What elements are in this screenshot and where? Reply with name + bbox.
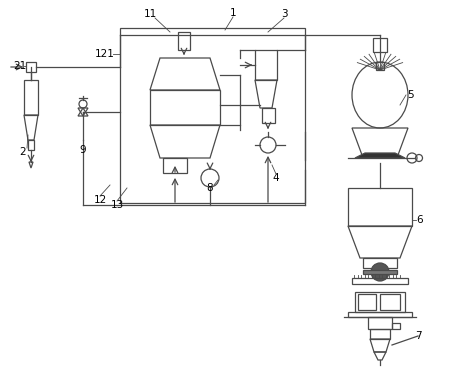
Text: 12: 12 [94, 195, 106, 205]
Text: 6: 6 [417, 215, 423, 225]
Bar [178, 32, 190, 50]
Bar [380, 294, 400, 310]
Bar [392, 323, 400, 329]
Bar [352, 278, 408, 284]
Bar [373, 38, 387, 52]
Bar [150, 90, 220, 125]
Text: 11: 11 [143, 9, 157, 19]
Text: 8: 8 [207, 183, 213, 193]
Circle shape [371, 263, 389, 281]
Bar [348, 312, 412, 317]
Text: 13: 13 [110, 200, 124, 210]
Bar [363, 270, 397, 274]
Bar [358, 294, 376, 310]
Text: 5: 5 [407, 90, 414, 100]
Bar [355, 292, 405, 312]
Bar [363, 258, 397, 268]
Bar [163, 158, 187, 173]
Bar [376, 62, 384, 70]
Bar [368, 317, 392, 329]
Bar [26, 62, 36, 72]
Bar [28, 140, 34, 150]
Text: 9: 9 [80, 145, 86, 155]
Text: 2: 2 [20, 147, 26, 157]
Text: 3: 3 [281, 9, 287, 19]
Bar [120, 28, 305, 203]
Text: 1: 1 [230, 8, 236, 18]
Bar [348, 188, 412, 226]
Bar [370, 329, 390, 339]
Bar [255, 50, 277, 80]
Bar [24, 80, 38, 115]
Text: 121: 121 [95, 49, 115, 59]
Text: 4: 4 [273, 173, 279, 183]
Text: 7: 7 [415, 331, 421, 341]
Polygon shape [355, 153, 405, 158]
Bar [262, 108, 275, 123]
Text: 21: 21 [13, 61, 27, 71]
